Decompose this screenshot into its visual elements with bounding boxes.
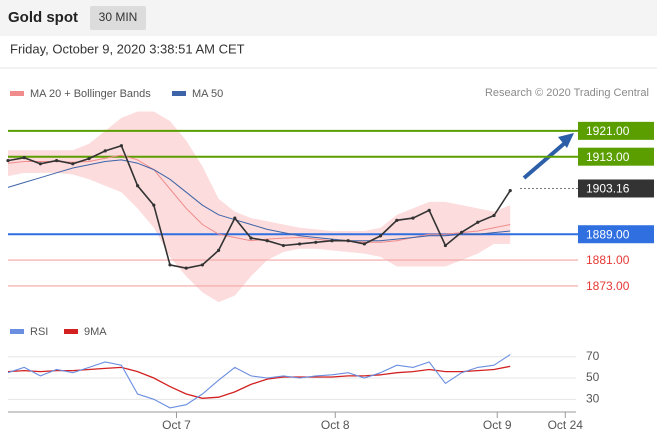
level-label-box <box>578 225 654 244</box>
price-point <box>411 216 415 220</box>
price-point <box>492 213 496 218</box>
y-tick-label: 50 <box>586 370 600 384</box>
price-point <box>6 158 10 163</box>
projection-arrow-head <box>558 133 574 148</box>
bollinger-band <box>8 111 511 303</box>
price-point <box>168 263 172 267</box>
price-point <box>55 158 59 163</box>
price-point <box>443 243 447 248</box>
price-point <box>87 157 91 161</box>
legend-label: 9MA <box>84 326 107 338</box>
y-tick-label: 30 <box>586 392 600 406</box>
price-point <box>330 239 334 243</box>
rsi-line <box>7 354 511 409</box>
price-point <box>508 189 512 193</box>
level-label: 1921.00 <box>586 124 630 138</box>
price-point <box>217 248 221 252</box>
y-tick-label: 70 <box>586 349 600 363</box>
price-point <box>136 184 140 188</box>
level-label-box <box>578 147 654 166</box>
price-point <box>119 144 123 148</box>
legend-swatch <box>172 91 186 96</box>
price-point <box>379 234 383 238</box>
price-point <box>233 216 237 220</box>
price-point <box>103 149 107 153</box>
projection-arrow <box>522 140 568 180</box>
x-tick-label: Oct 7 <box>162 418 191 432</box>
price-point <box>346 239 350 243</box>
price-point <box>460 230 464 234</box>
level-label-box <box>578 179 654 198</box>
price-point <box>265 239 269 243</box>
legend-swatch <box>64 329 78 334</box>
price-point <box>427 208 431 212</box>
interval-label[interactable]: 30 MIN <box>99 10 138 24</box>
price-point <box>22 156 26 160</box>
legend-swatch <box>10 329 24 334</box>
legend-label: RSI <box>30 326 48 338</box>
price-point <box>395 218 399 222</box>
level-label-box <box>578 121 654 140</box>
price-point <box>298 242 302 246</box>
price-point <box>184 266 188 270</box>
legend-swatch <box>10 91 24 96</box>
x-tick-label: Oct 24 <box>548 418 584 432</box>
rsi-ma-line <box>7 365 511 399</box>
instrument-title: Gold spot <box>8 9 78 26</box>
price-point <box>249 236 253 240</box>
price-point <box>38 162 43 166</box>
x-tick-label: Oct 9 <box>483 418 512 432</box>
price-point <box>362 242 366 246</box>
price-point <box>314 240 318 244</box>
level-label: 1903.16 <box>586 182 630 196</box>
legend-label: MA 50 <box>192 88 223 100</box>
x-tick-label: Oct 8 <box>321 418 350 432</box>
price-line <box>7 144 511 270</box>
level-label: 1889.00 <box>586 227 630 241</box>
price-point <box>152 203 156 207</box>
level-label: 1881.00 <box>586 253 630 267</box>
level-label: 1913.00 <box>586 150 630 164</box>
price-point <box>281 243 285 248</box>
price-point <box>200 263 204 267</box>
interval-badge[interactable] <box>90 6 146 30</box>
ma50-line <box>7 159 511 242</box>
credit: Research © 2020 Trading Central <box>485 87 649 99</box>
price-point <box>476 220 480 224</box>
price-point <box>71 162 75 166</box>
timestamp: Friday, October 9, 2020 3:38:51 AM CET <box>10 41 245 56</box>
level-label: 1873.00 <box>586 279 630 293</box>
legend-label: MA 20 + Bollinger Bands <box>30 88 151 100</box>
